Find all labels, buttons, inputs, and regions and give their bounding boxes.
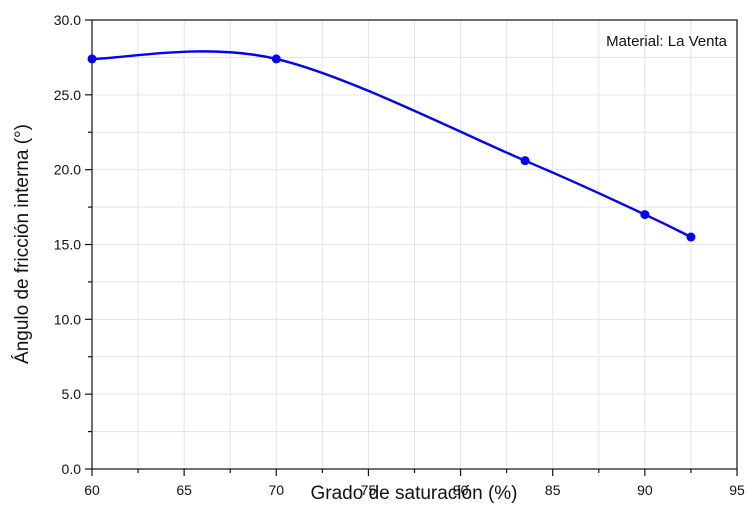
series-line — [91, 50, 692, 239]
x-tick-label: 70 — [268, 482, 284, 498]
data-point — [686, 232, 696, 242]
y-axis-title: Ángulo de fricción interna (°) — [12, 124, 33, 364]
x-tick-label: 60 — [84, 482, 100, 498]
x-tick-label: 85 — [545, 482, 561, 498]
data-point — [640, 210, 650, 220]
y-tick-label: 20.0 — [54, 162, 81, 178]
series-layer — [87, 50, 696, 242]
y-axis: 0.0 5.0 10.0 15.0 20.0 25.0 30.0 — [54, 12, 92, 477]
data-point — [271, 54, 281, 64]
x-axis-title: Grado de saturación (%) — [311, 483, 518, 504]
x-tick-label: 75 — [361, 482, 377, 498]
data-point — [520, 156, 530, 166]
data-point — [87, 54, 97, 64]
y-tick-label: 30.0 — [54, 12, 81, 28]
x-axis: 60 65 70 75 80 85 90 95 — [84, 469, 745, 498]
y-tick-label: 5.0 — [62, 386, 82, 402]
y-tick-label: 0.0 — [62, 461, 82, 477]
x-tick-label: 95 — [729, 482, 745, 498]
annotation-label: Material: La Venta — [606, 33, 728, 50]
x-tick-label: 80 — [453, 482, 469, 498]
x-tick-label: 90 — [637, 482, 653, 498]
x-tick-label: 65 — [176, 482, 192, 498]
grid — [92, 20, 737, 469]
y-tick-label: 15.0 — [54, 237, 81, 253]
y-tick-label: 25.0 — [54, 87, 81, 103]
y-tick-label: 10.0 — [54, 311, 81, 327]
